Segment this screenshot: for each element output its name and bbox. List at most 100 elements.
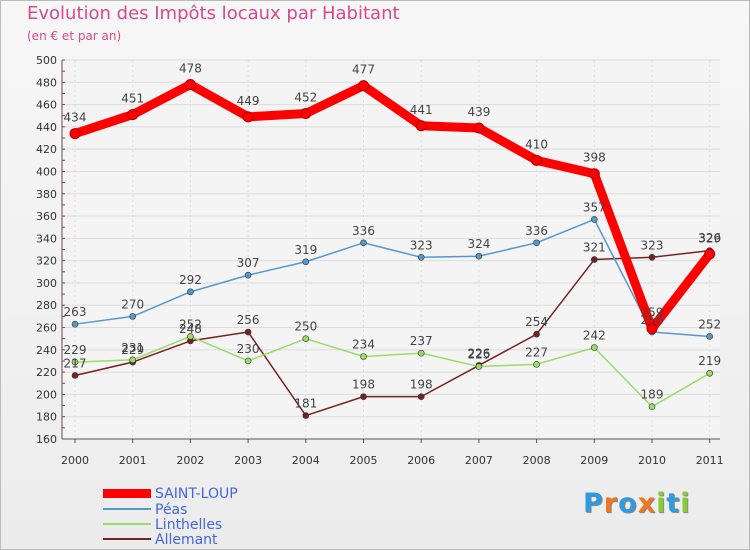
logo-letter: i [656,488,667,519]
data-point-saint-loup-2005 [358,80,369,92]
data-label-linthelles-2009: 242 [583,329,606,343]
data-point-allemant-2009 [590,256,598,263]
data-label-allemant-2011: 329 [698,232,721,246]
data-label-saint-loup-2003: 449 [237,94,260,108]
y-tick-label-500: 500 [36,54,57,67]
data-label-allemant-2002: 248 [179,322,202,336]
legend-swatch-allemant [103,538,151,540]
data-label-pe-as-2011: 252 [698,317,721,331]
data-point-pe-as-2006 [417,254,425,261]
legend-label-allemant: Allemant [155,532,218,548]
data-point-pe-as-2003 [244,271,252,279]
data-point-linthelles-2007 [475,363,483,370]
data-label-pe-as-2006: 323 [410,238,433,252]
data-label-pe-as-2007: 324 [467,237,490,251]
data-point-linthelles-2005 [360,353,367,360]
data-label-pe-as-2000: 263 [64,305,87,319]
data-label-saint-loup-2004: 452 [294,91,317,105]
data-point-saint-loup-2006 [415,120,427,132]
data-label-linthelles-2001: 231 [121,341,144,355]
data-point-saint-loup-2010 [646,323,658,335]
data-label-allemant-2000: 217 [64,356,87,370]
data-label-saint-loup-2008: 410 [525,137,548,151]
x-tick-label-2008: 2008 [523,454,551,467]
data-point-allemant-2005 [360,393,367,400]
data-point-saint-loup-2008 [531,154,543,166]
data-label-saint-loup-2005: 477 [352,63,375,77]
y-tick-label-420: 420 [36,143,57,156]
data-label-saint-loup-2006: 441 [410,103,433,117]
data-label-pe-as-2005: 336 [352,224,375,238]
data-label-linthelles-2007: 225 [467,348,490,362]
x-tick-label-2011: 2011 [696,454,724,467]
data-label-saint-loup-2009: 398 [583,151,606,165]
data-point-linthelles-2001 [129,356,136,364]
x-tick-label-2000: 2000 [61,454,89,467]
data-point-saint-loup-2007 [473,122,485,134]
data-label-linthelles-2002: 252 [179,317,202,331]
data-point-allemant-2010 [648,254,656,261]
y-tick-label-260: 260 [36,322,57,335]
data-point-linthelles-2008 [533,361,540,368]
series-line-saint-loup [70,80,715,334]
x-tick-label-2004: 2004 [292,454,320,467]
y-tick-label-480: 480 [36,76,57,89]
data-point-linthelles-2003 [244,357,252,365]
data-point-saint-loup-2003 [242,111,254,123]
chart-title: Evolution des Impôts locaux par Habitant [27,3,400,24]
data-label-allemant-2008: 254 [525,315,548,329]
data-label-linthelles-2010: 189 [641,388,664,402]
data-point-linthelles-2002 [187,333,194,340]
data-point-pe-as-2002 [187,288,194,296]
data-point-saint-loup-2009 [588,168,600,180]
data-point-linthelles-2004 [302,335,310,342]
data-point-allemant-2003 [244,328,252,336]
x-tick-label-2010: 2010 [638,454,666,467]
y-tick-label-200: 200 [36,388,57,401]
x-tick-label-2001: 2001 [119,454,147,467]
y-tick-label-460: 460 [36,99,57,112]
data-point-saint-loup-2001 [127,109,139,121]
data-label-saint-loup-2011: 326 [698,231,721,245]
data-label-linthelles-2008: 227 [525,345,548,359]
data-point-saint-loup-2002 [184,79,196,91]
chart-subtitle: (en € et par an) [27,29,122,43]
data-label-saint-loup-2007: 439 [467,105,490,119]
data-label-saint-loup-2002: 478 [179,62,202,76]
data-label-allemant-2005: 198 [352,378,375,392]
data-point-linthelles-2009 [590,344,598,351]
data-point-allemant-2008 [533,330,540,338]
y-tick-label-240: 240 [36,344,57,357]
y-tick-label-400: 400 [36,165,57,178]
series-line-allemant [74,249,711,417]
data-label-linthelles-2003: 230 [237,342,260,356]
data-point-saint-loup-2004 [300,108,312,120]
y-tick-label-360: 360 [36,210,57,223]
data-point-pe-as-2011 [706,333,714,340]
y-tick-label-380: 380 [36,188,57,201]
data-label-pe-as-2002: 292 [179,273,202,287]
logo-letter: o [618,488,638,519]
logo-letter: t [666,488,681,519]
legend-label-saint-loup: SAINT-LOUP [155,486,238,502]
data-label-linthelles-2011: 219 [698,354,721,368]
y-tick-label-160: 160 [36,433,57,446]
y-tick-label-180: 180 [36,411,57,424]
y-tick-label-340: 340 [36,232,57,245]
data-point-allemant-2000 [71,372,79,379]
data-point-linthelles-2006 [417,349,425,357]
data-point-saint-loup-2000 [69,128,81,140]
data-point-pe-as-2005 [360,239,367,247]
x-tick-label-2006: 2006 [407,454,435,467]
series-line-linthelles [74,335,711,408]
data-point-allemant-2006 [417,393,425,400]
data-label-pe-as-2004: 319 [294,243,317,257]
data-label-linthelles-2004: 250 [294,320,317,334]
data-label-allemant-2007: 226 [467,346,490,360]
data-point-pe-as-2009 [590,216,598,223]
data-label-pe-as-2008: 336 [525,224,548,238]
data-label-allemant-2009: 321 [583,241,606,255]
data-label-allemant-2003: 256 [237,313,260,327]
data-label-saint-loup-2010: 259 [641,306,664,320]
x-tick-label-2009: 2009 [580,454,608,467]
